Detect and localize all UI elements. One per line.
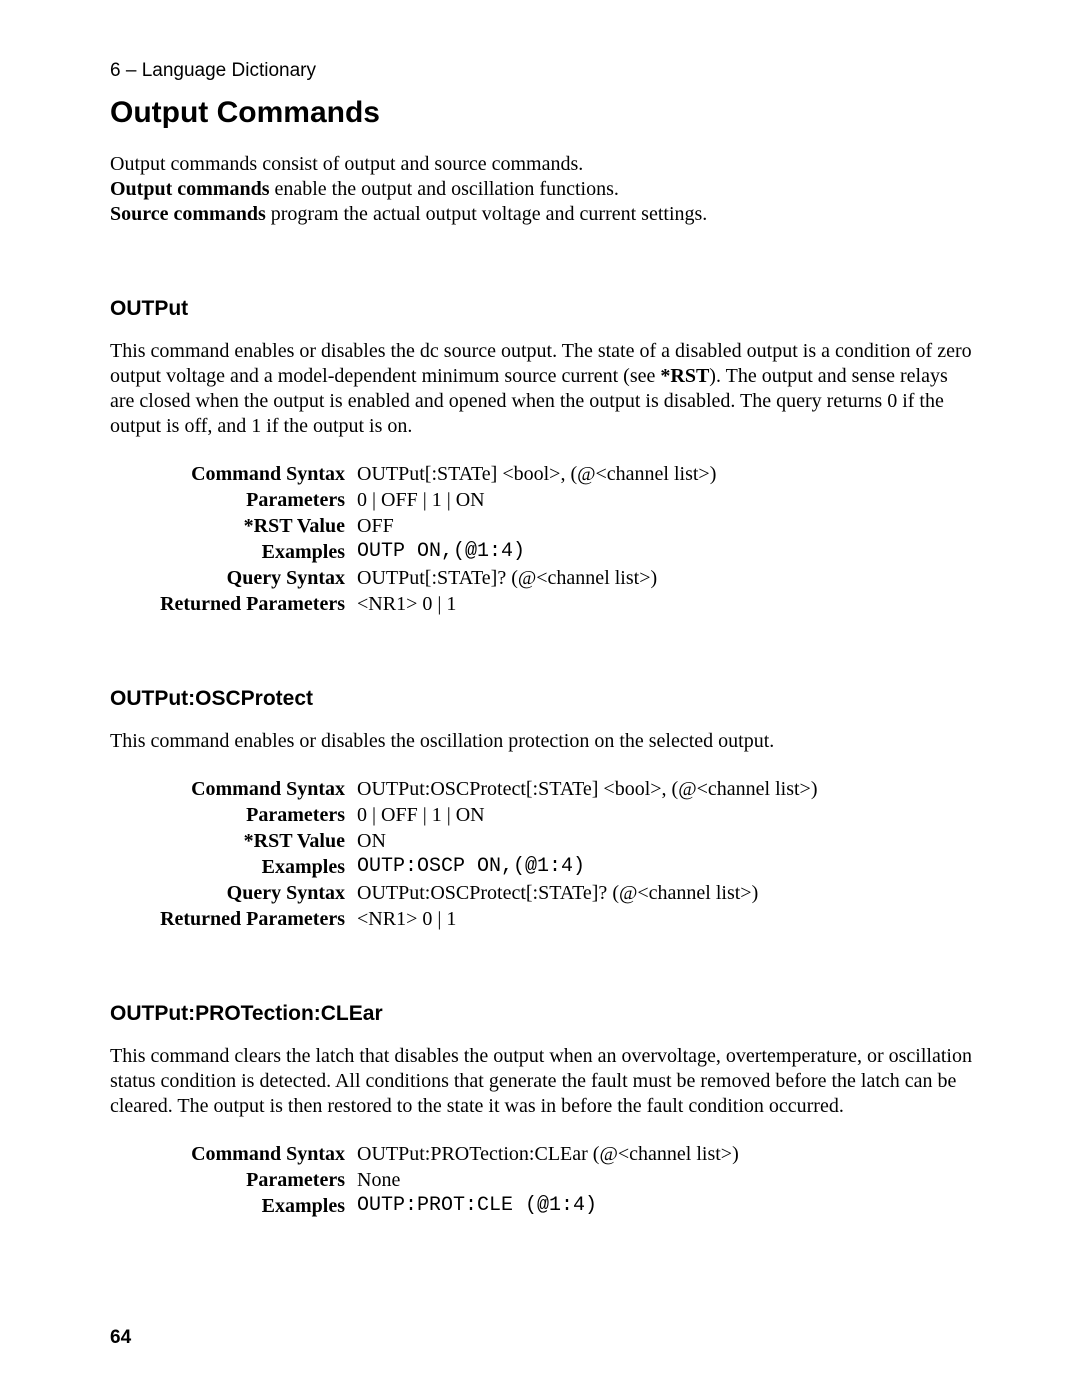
section2-desc: This command enables or disables the osc… [110,729,975,754]
section1-param-table: Command Syntax OUTPut[:STATe] <bool>, (@… [110,461,716,617]
table-row: Returned Parameters <NR1> 0 | 1 [110,906,818,932]
section-heading-output: OUTPut [110,297,975,321]
table-row: Command Syntax OUTPut:PROTection:CLEar (… [110,1141,739,1167]
value-parameters: 0 | OFF | 1 | ON [357,487,716,513]
label-examples: Examples [110,854,357,880]
value-command-syntax: OUTPut:OSCProtect[:STATe] <bool>, (@<cha… [357,776,818,802]
table-row: Parameters 0 | OFF | 1 | ON [110,802,818,828]
section3-desc: This command clears the latch that disab… [110,1044,975,1119]
section1-rst-ref: *RST [660,365,709,387]
section2-param-table: Command Syntax OUTPut:OSCProtect[:STATe]… [110,776,818,932]
label-examples: Examples [110,1193,357,1219]
label-examples: Examples [110,539,357,565]
table-row: Parameters None [110,1167,739,1193]
value-query-syntax: OUTPut:OSCProtect[:STATe]? (@<channel li… [357,880,818,906]
main-heading: Output Commands [110,96,975,130]
intro-text-3: program the actual output voltage and cu… [266,203,708,225]
value-command-syntax: OUTPut:PROTection:CLEar (@<channel list>… [357,1141,739,1167]
value-parameters: 0 | OFF | 1 | ON [357,802,818,828]
label-returned-params: Returned Parameters [110,906,357,932]
label-rst-value: *RST Value [110,513,357,539]
value-examples: OUTP:OSCP ON,(@1:4) [357,854,818,880]
label-parameters: Parameters [110,1167,357,1193]
value-command-syntax: OUTPut[:STATe] <bool>, (@<channel list>) [357,461,716,487]
table-row: *RST Value ON [110,828,818,854]
value-parameters: None [357,1167,739,1193]
value-rst-value: ON [357,828,818,854]
table-row: Query Syntax OUTPut:OSCProtect[:STATe]? … [110,880,818,906]
value-returned-params: <NR1> 0 | 1 [357,591,716,617]
intro-bold-2: Output commands [110,178,269,200]
label-rst-value: *RST Value [110,828,357,854]
label-parameters: Parameters [110,487,357,513]
value-rst-value: OFF [357,513,716,539]
value-examples: OUTP:PROT:CLE (@1:4) [357,1193,739,1219]
intro-line-1: Output commands consist of output and so… [110,152,975,177]
table-row: Returned Parameters <NR1> 0 | 1 [110,591,716,617]
table-row: Query Syntax OUTPut[:STATe]? (@<channel … [110,565,716,591]
intro-text-2: enable the output and oscillation functi… [269,178,618,200]
label-parameters: Parameters [110,802,357,828]
table-row: *RST Value OFF [110,513,716,539]
label-command-syntax: Command Syntax [110,461,357,487]
section-heading-oscprotect: OUTPut:OSCProtect [110,687,975,711]
table-row: Command Syntax OUTPut:OSCProtect[:STATe]… [110,776,818,802]
label-command-syntax: Command Syntax [110,776,357,802]
value-query-syntax: OUTPut[:STATe]? (@<channel list>) [357,565,716,591]
intro-line-2: Output commands enable the output and os… [110,177,975,202]
table-row: Parameters 0 | OFF | 1 | ON [110,487,716,513]
section-heading-protection-clear: OUTPut:PROTection:CLEar [110,1002,975,1026]
table-row: Command Syntax OUTPut[:STATe] <bool>, (@… [110,461,716,487]
intro-bold-3: Source commands [110,203,266,225]
page-number: 64 [110,1327,131,1349]
document-page: 6 – Language Dictionary Output Commands … [0,0,1080,1397]
intro-block: Output commands consist of output and so… [110,152,975,227]
label-command-syntax: Command Syntax [110,1141,357,1167]
intro-line-3: Source commands program the actual outpu… [110,202,975,227]
label-query-syntax: Query Syntax [110,565,357,591]
section3-param-table: Command Syntax OUTPut:PROTection:CLEar (… [110,1141,739,1219]
section1-desc: This command enables or disables the dc … [110,339,975,439]
label-query-syntax: Query Syntax [110,880,357,906]
table-row: Examples OUTP ON,(@1:4) [110,539,716,565]
label-returned-params: Returned Parameters [110,591,357,617]
table-row: Examples OUTP:OSCP ON,(@1:4) [110,854,818,880]
value-returned-params: <NR1> 0 | 1 [357,906,818,932]
table-row: Examples OUTP:PROT:CLE (@1:4) [110,1193,739,1219]
value-examples: OUTP ON,(@1:4) [357,539,716,565]
page-header: 6 – Language Dictionary [110,60,975,82]
